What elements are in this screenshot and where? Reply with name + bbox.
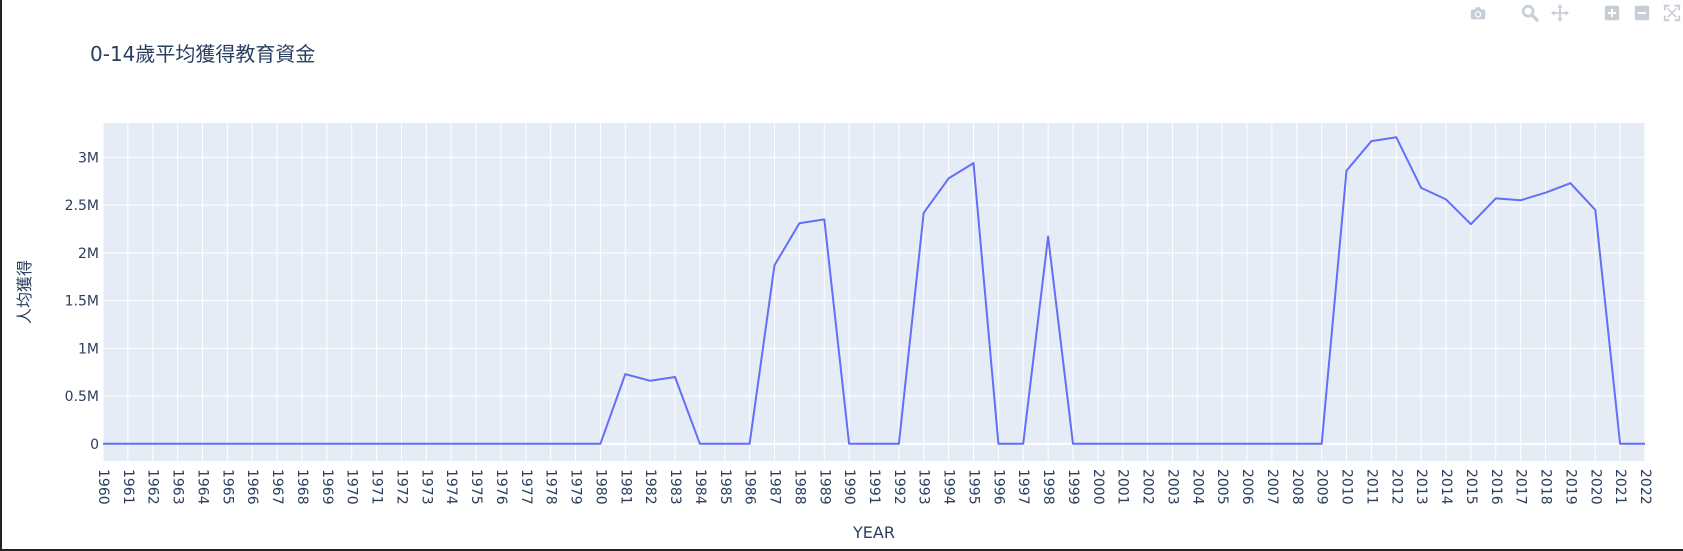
x-tick-label: 1985: [717, 469, 733, 505]
x-tick-label: 2004: [1189, 469, 1205, 505]
x-tick-label: 1987: [767, 469, 783, 505]
x-tick-label: 1978: [543, 469, 559, 505]
x-tick-label: 2018: [1538, 469, 1554, 505]
x-tick-label: 1984: [692, 469, 708, 505]
x-tick-label: 1980: [592, 469, 608, 505]
x-tick-label: 2006: [1239, 469, 1255, 505]
y-tick-label: 2M: [78, 246, 99, 262]
y-tick-label: 2.5M: [65, 198, 99, 214]
x-gridlines: [102, 123, 1646, 461]
zoom-out-icon[interactable]: [1631, 2, 1653, 24]
x-tick-label: 1973: [418, 469, 434, 505]
x-tick-label: 2012: [1388, 469, 1404, 505]
window-bottom-border: [0, 549, 1683, 551]
x-tick-label: 1962: [145, 469, 161, 505]
x-tick-label: 1967: [269, 469, 285, 505]
x-tick-label: 2019: [1562, 469, 1578, 505]
x-tick-label: 1988: [791, 469, 807, 505]
x-tick-label: 2005: [1214, 469, 1230, 505]
modebar: [1467, 2, 1683, 24]
zoom-icon[interactable]: [1519, 2, 1541, 24]
y-tick-labels: 0 0.5M 1M 1.5M 2M 2.5M 3M: [65, 150, 99, 452]
x-tick-label: 1961: [120, 469, 136, 505]
x-tick-label: 2010: [1339, 469, 1355, 505]
y-tick-label: 0.5M: [65, 389, 99, 405]
x-tick-label: 1971: [369, 469, 385, 505]
x-tick-label: 1992: [891, 469, 907, 505]
x-tick-label: 1974: [443, 469, 459, 505]
x-tick-label: 2020: [1587, 469, 1603, 505]
x-tick-label: 2009: [1314, 469, 1330, 505]
series-layer: [103, 136, 1645, 445]
x-tick-label: 1970: [344, 469, 360, 505]
x-tick-label: 2021: [1612, 469, 1628, 505]
x-tick-label: 1982: [642, 469, 658, 505]
x-tick-label: 2013: [1413, 469, 1429, 505]
x-tick-label: 1993: [916, 469, 932, 505]
x-axis-title: YEAR: [852, 523, 895, 542]
x-tick-label: 1969: [319, 469, 335, 505]
x-tick-label: 1975: [468, 469, 484, 505]
x-tick-label: 1986: [742, 469, 758, 505]
pan-icon[interactable]: [1549, 2, 1571, 24]
x-tick-label: 1979: [568, 469, 584, 505]
window-left-border: [0, 0, 2, 551]
x-tick-label: 2007: [1264, 469, 1280, 505]
x-tick-label: 2016: [1488, 469, 1504, 505]
x-tick-labels: 1960 1961 1962 1963 1964 1965 1966 1967 1968 1969…: [95, 469, 1653, 505]
y-tick-label: 1M: [78, 341, 99, 357]
x-tick-label: 2002: [1140, 469, 1156, 505]
x-tick-label: 1990: [841, 469, 857, 505]
x-tick-label: 1995: [965, 469, 981, 505]
x-tick-label: 2017: [1513, 469, 1529, 505]
x-tick-label: 2014: [1438, 469, 1454, 505]
x-tick-label: 1989: [816, 469, 832, 505]
x-tick-label: 1977: [518, 469, 534, 505]
x-tick-label: 2008: [1289, 469, 1305, 505]
zoom-in-icon[interactable]: [1601, 2, 1623, 24]
y-tick-label: 3M: [78, 150, 99, 166]
x-tick-label: 1963: [170, 469, 186, 505]
x-tick-label: 1964: [194, 469, 210, 505]
camera-icon[interactable]: [1467, 2, 1489, 24]
x-tick-label: 1994: [941, 469, 957, 505]
y-tick-label: 1.5M: [65, 294, 99, 310]
x-tick-label: 2000: [1090, 469, 1106, 505]
x-tick-label: 1998: [1040, 469, 1056, 505]
series-line[interactable]: [103, 136, 1645, 445]
x-tick-label: 1991: [866, 469, 882, 505]
y-tick-label: 0: [90, 437, 99, 453]
x-tick-label: 2022: [1637, 469, 1653, 505]
x-tick-label: 1968: [294, 469, 310, 505]
autoscale-icon[interactable]: [1661, 2, 1683, 24]
x-tick-label: 1999: [1065, 469, 1081, 505]
chart-title: 0-14歲平均獲得教育資金: [90, 42, 316, 66]
x-tick-label: 1972: [393, 469, 409, 505]
x-tick-label: 1981: [617, 469, 633, 505]
x-tick-label: 1997: [1015, 469, 1031, 505]
x-tick-label: 1966: [244, 469, 260, 505]
x-tick-label: 1965: [219, 469, 235, 505]
x-tick-label: 1996: [990, 469, 1006, 505]
x-tick-label: 1976: [493, 469, 509, 505]
y-axis-title: 人均獲得: [15, 260, 34, 324]
x-tick-label: 1983: [667, 469, 683, 505]
x-tick-label: 2011: [1363, 469, 1379, 505]
x-tick-label: 2003: [1164, 469, 1180, 505]
x-tick-label: 1960: [95, 469, 111, 505]
x-tick-label: 2015: [1463, 469, 1479, 505]
x-tick-label: 2001: [1115, 469, 1131, 505]
